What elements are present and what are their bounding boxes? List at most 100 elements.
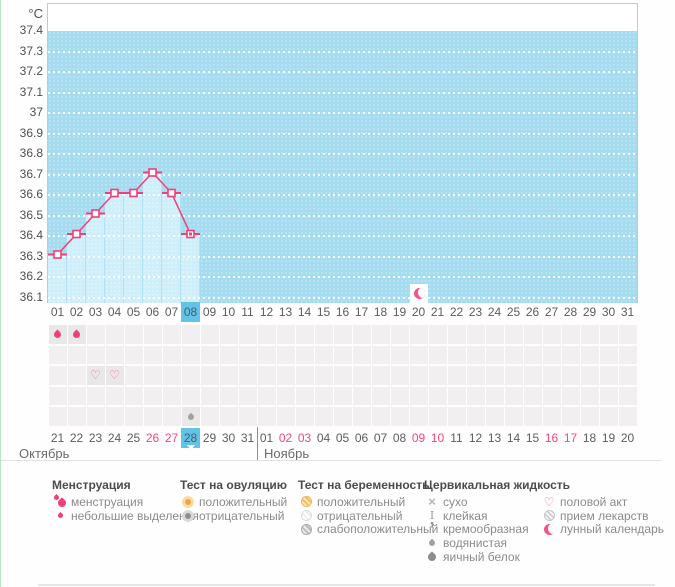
symptom-cell-intimacy[interactable] <box>485 366 504 385</box>
calendar-date-cell[interactable]: 30 <box>221 431 236 445</box>
calendar-date-cell[interactable]: 04 <box>316 431 331 445</box>
symptom-cell-cervical-fluid[interactable] <box>542 407 561 426</box>
cycle-day-cell[interactable]: 14 <box>297 305 312 319</box>
cycle-day-cell[interactable]: 10 <box>221 305 236 319</box>
symptom-cell-menstruation[interactable] <box>333 325 352 344</box>
cycle-day-cell[interactable]: 27 <box>544 305 559 319</box>
symptom-cell-ovulation-test[interactable] <box>124 345 143 365</box>
symptom-cell-ovulation-test[interactable] <box>618 345 637 365</box>
symptom-cell-intimacy[interactable] <box>523 366 542 385</box>
symptom-cell-medication[interactable] <box>352 386 371 406</box>
cycle-day-cell[interactable]: 17 <box>354 305 369 319</box>
symptom-cell-medication[interactable] <box>200 386 219 406</box>
symptom-cell-cervical-fluid[interactable] <box>371 407 390 426</box>
calendar-date-cell[interactable]: 21 <box>50 431 65 445</box>
symptom-cell-menstruation[interactable] <box>314 325 333 344</box>
symptom-cell-intimacy[interactable] <box>580 366 599 385</box>
symptom-cell-intimacy[interactable] <box>162 366 181 385</box>
symptom-cell-ovulation-test[interactable] <box>181 345 200 365</box>
symptom-cell-intimacy[interactable] <box>219 366 238 385</box>
symptom-cell-ovulation-test[interactable] <box>67 345 86 365</box>
symptom-cell-menstruation[interactable] <box>67 325 86 344</box>
symptom-cell-ovulation-test[interactable] <box>257 345 276 365</box>
symptom-cell-menstruation[interactable] <box>447 325 466 344</box>
cycle-day-cell[interactable]: 16 <box>335 305 350 319</box>
calendar-date-cell[interactable]: 05 <box>335 431 350 445</box>
symptom-cell-menstruation[interactable] <box>295 325 314 344</box>
calendar-date-cell[interactable]: 20 <box>620 431 635 445</box>
symptom-cell-menstruation[interactable] <box>390 325 409 344</box>
symptom-cell-menstruation[interactable] <box>580 325 599 344</box>
symptom-cell-cervical-fluid[interactable] <box>428 407 447 426</box>
symptom-cell-cervical-fluid[interactable] <box>409 407 428 426</box>
cycle-day-cell[interactable]: 12 <box>259 305 274 319</box>
cycle-day-cell[interactable]: 08 <box>181 302 200 322</box>
symptom-cell-intimacy[interactable] <box>333 366 352 385</box>
symptom-cell-menstruation[interactable] <box>428 325 447 344</box>
cycle-day-cell[interactable]: 29 <box>582 305 597 319</box>
cycle-day-cell[interactable]: 31 <box>620 305 635 319</box>
calendar-date-cell[interactable]: 08 <box>392 431 407 445</box>
calendar-date-cell[interactable]: 09 <box>411 431 426 445</box>
symptom-cell-medication[interactable] <box>409 386 428 406</box>
symptom-cell-ovulation-test[interactable] <box>143 345 162 365</box>
calendar-date-cell[interactable]: 23 <box>88 431 103 445</box>
symptom-cell-intimacy[interactable]: ♡ <box>86 366 105 385</box>
symptom-cell-medication[interactable] <box>238 386 257 406</box>
symptom-cell-ovulation-test[interactable] <box>371 345 390 365</box>
symptom-cell-cervical-fluid[interactable] <box>333 407 352 426</box>
cycle-day-cell[interactable]: 01 <box>50 305 65 319</box>
symptom-cell-intimacy[interactable] <box>314 366 333 385</box>
symptom-cell-cervical-fluid[interactable] <box>504 407 523 426</box>
calendar-date-cell[interactable]: 24 <box>107 431 122 445</box>
symptom-cell-intimacy[interactable] <box>352 366 371 385</box>
symptom-cell-ovulation-test[interactable] <box>48 345 67 365</box>
symptom-cell-cervical-fluid[interactable] <box>124 407 143 426</box>
cycle-day-cell[interactable]: 25 <box>506 305 521 319</box>
symptom-cell-menstruation[interactable] <box>162 325 181 344</box>
symptom-cell-cervical-fluid[interactable] <box>86 407 105 426</box>
calendar-date-cell[interactable]: 17 <box>563 431 578 445</box>
symptom-cell-intimacy[interactable] <box>599 366 618 385</box>
symptom-cell-intimacy[interactable] <box>67 366 86 385</box>
symptom-cell-menstruation[interactable] <box>409 325 428 344</box>
symptom-cell-menstruation[interactable] <box>105 325 124 344</box>
symptom-cell-medication[interactable] <box>314 386 333 406</box>
symptom-cell-medication[interactable] <box>447 386 466 406</box>
symptom-cell-intimacy[interactable] <box>371 366 390 385</box>
symptom-cell-medication[interactable] <box>428 386 447 406</box>
symptom-cell-intimacy[interactable] <box>447 366 466 385</box>
cycle-day-cell[interactable]: 05 <box>126 305 141 319</box>
symptom-cell-medication[interactable] <box>561 386 580 406</box>
symptom-cell-menstruation[interactable] <box>276 325 295 344</box>
symptom-cell-menstruation[interactable] <box>200 325 219 344</box>
cycle-day-cell[interactable]: 07 <box>164 305 179 319</box>
symptom-cell-medication[interactable] <box>105 386 124 406</box>
symptom-cell-cervical-fluid[interactable] <box>257 407 276 426</box>
symptom-cell-intimacy[interactable] <box>257 366 276 385</box>
symptom-cell-ovulation-test[interactable] <box>86 345 105 365</box>
cycle-day-cell[interactable]: 03 <box>88 305 103 319</box>
calendar-date-cell[interactable]: 12 <box>468 431 483 445</box>
symptom-cell-ovulation-test[interactable] <box>580 345 599 365</box>
symptom-cell-ovulation-test[interactable] <box>561 345 580 365</box>
cycle-day-cell[interactable]: 26 <box>525 305 540 319</box>
symptom-cell-cervical-fluid[interactable] <box>447 407 466 426</box>
symptom-cell-menstruation[interactable] <box>352 325 371 344</box>
symptom-cell-ovulation-test[interactable] <box>409 345 428 365</box>
symptom-cell-ovulation-test[interactable] <box>276 345 295 365</box>
calendar-date-cell[interactable]: 03 <box>297 431 312 445</box>
symptom-cell-medication[interactable] <box>67 386 86 406</box>
calendar-date-cell[interactable]: 01 <box>259 431 274 445</box>
symptom-cell-cervical-fluid[interactable] <box>219 407 238 426</box>
symptom-cell-menstruation[interactable] <box>485 325 504 344</box>
symptom-cell-intimacy[interactable] <box>200 366 219 385</box>
symptom-cell-medication[interactable] <box>523 386 542 406</box>
symptom-cell-medication[interactable] <box>390 386 409 406</box>
symptom-cell-menstruation[interactable] <box>86 325 105 344</box>
cycle-day-cell[interactable]: 20 <box>411 305 426 319</box>
symptom-cell-intimacy[interactable] <box>295 366 314 385</box>
symptom-cell-ovulation-test[interactable] <box>466 345 485 365</box>
symptom-cell-medication[interactable] <box>333 386 352 406</box>
symptom-cell-ovulation-test[interactable] <box>219 345 238 365</box>
